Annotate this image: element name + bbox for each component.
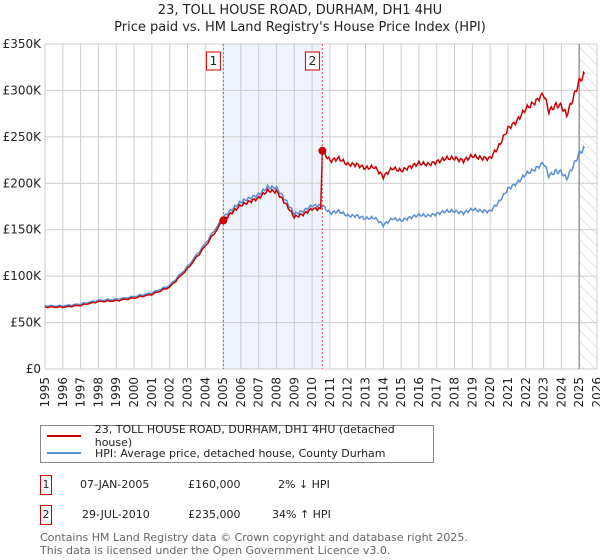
sale-label-box (304, 51, 320, 71)
price-chart: 1995 1996 1997 1998 1999 2000 2001 2002 2003 2004… (3, 37, 600, 408)
x-tick-label: 2024 (554, 377, 568, 408)
x-tick-label: 2001 (145, 377, 159, 408)
chart-subtitle: Price paid vs. HM Land Registry's House … (114, 20, 486, 35)
table-row: 2 29-JUL-2010 £235,000 34% ↑ HPI (40, 505, 440, 525)
x-tick-label: 1996 (56, 377, 70, 408)
y-tick-label: £250K (3, 130, 43, 144)
sale-hpi-delta: 34% ↑ HPI (272, 508, 331, 521)
x-tick-label: 2026 (590, 377, 600, 408)
footer-line: This data is licensed under the Open Gov… (40, 544, 391, 557)
table-row: 1 07-JAN-2005 £160,000 2% ↓ HPI (40, 475, 440, 495)
x-tick-label: 2019 (465, 377, 479, 408)
y-tick-label: £50K (10, 316, 42, 330)
sale-marker-badge: 2 (40, 505, 52, 525)
x-tick-label: 2012 (341, 377, 355, 408)
x-tick-label: 1998 (91, 377, 105, 408)
sale-label-box (205, 51, 221, 71)
x-tick-label: 2007 (252, 377, 266, 408)
x-tick-label: 2011 (323, 377, 337, 408)
forecast-hatch (579, 44, 597, 369)
sale-label: 1 (210, 54, 218, 68)
x-tick-label: 2014 (376, 377, 390, 408)
x-tick-label: 2025 (572, 377, 586, 408)
x-tick-label: 2008 (269, 377, 283, 408)
legend-item-property: 23, TOLL HOUSE ROAD, DURHAM, DH1 4HU (de… (47, 423, 433, 449)
x-tick-label: 2020 (483, 377, 497, 408)
x-tick-label: 2003 (180, 377, 194, 408)
footer: Contains HM Land Registry data © Crown c… (40, 531, 468, 557)
y-tick-label: £200K (3, 176, 43, 190)
x-tick-label: 2022 (519, 377, 533, 408)
x-tick-label: 2005 (216, 377, 230, 408)
y-tick-label: £100K (3, 269, 43, 283)
legend-swatch (47, 435, 81, 437)
x-tick-label: 2017 (430, 377, 444, 408)
sale-price: £235,000 (188, 508, 241, 521)
x-tick-label: 2021 (501, 377, 515, 408)
sale-hpi-delta: 2% ↓ HPI (278, 478, 330, 491)
x-tick-label: 1995 (38, 377, 52, 408)
x-tick-label: 2000 (127, 377, 141, 408)
property-price-line (44, 70, 586, 309)
x-tick-label: 2013 (359, 377, 373, 408)
chart-title: 23, TOLL HOUSE ROAD, DURHAM, DH1 4HU (157, 3, 443, 18)
y-tick-label: £150K (3, 223, 43, 237)
x-tick-label: 2009 (287, 377, 301, 408)
x-tick-label: 2006 (234, 377, 248, 408)
legend-label: HPI: Average price, detached house, Coun… (95, 446, 386, 460)
x-tick-label: 2010 (305, 377, 319, 408)
x-tick-label: 2023 (537, 377, 551, 408)
x-tick-label: 2016 (412, 377, 426, 408)
legend-label: 23, TOLL HOUSE ROAD, DURHAM, DH1 4HU (de… (94, 423, 395, 449)
y-tick-label: £0 (26, 362, 41, 376)
sale-price: £160,000 (188, 478, 241, 491)
sale-period-shading (223, 44, 323, 369)
sale-marker-badge: 1 (40, 475, 52, 495)
y-tick-label: £350K (3, 37, 43, 51)
footer-line: Contains HM Land Registry data © Crown c… (40, 531, 468, 544)
sale-point (219, 216, 228, 225)
legend-swatch (47, 452, 81, 454)
legend: 23, TOLL HOUSE ROAD, DURHAM, DH1 4HU (de… (40, 423, 434, 463)
sale-date: 29-JUL-2010 (82, 508, 150, 521)
x-tick-label: 2015 (394, 377, 408, 408)
hpi-line (44, 145, 586, 308)
x-tick-label: 2004 (198, 377, 212, 408)
legend-item-hpi: HPI: Average price, detached house, Coun… (47, 445, 386, 461)
x-tick-label: 2002 (163, 377, 177, 408)
y-tick-label: £300K (3, 83, 43, 97)
sale-date: 07-JAN-2005 (80, 478, 150, 491)
sale-point (318, 146, 327, 155)
x-tick-label: 1999 (109, 377, 123, 408)
x-tick-label: 2018 (448, 377, 462, 408)
x-tick-label: 1997 (74, 377, 88, 408)
sale-label: 2 (309, 54, 317, 68)
